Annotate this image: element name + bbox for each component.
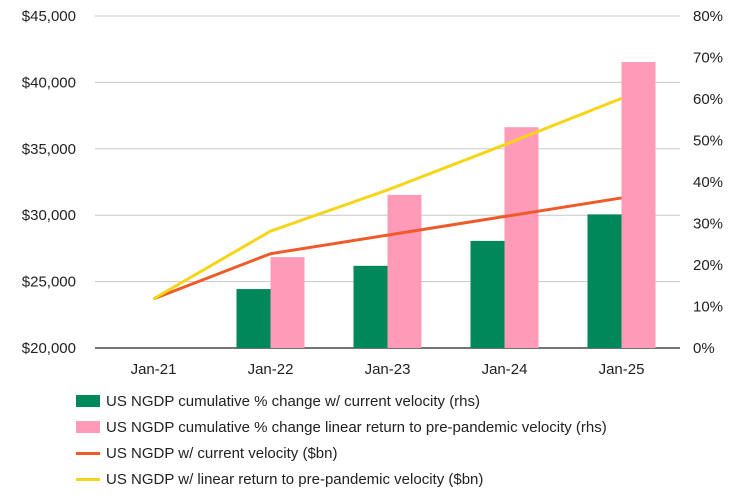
legend-label: US NGDP w/ linear return to pre-pandemic… <box>106 470 484 488</box>
legend-swatch <box>76 421 100 433</box>
bar <box>504 127 539 348</box>
right-tick-label: 20% <box>693 257 723 274</box>
left-tick-label: $40,000 <box>22 74 76 91</box>
left-tick-label: $45,000 <box>22 8 76 25</box>
bar <box>621 62 656 348</box>
legend-item: US NGDP cumulative % change linear retur… <box>76 414 607 440</box>
legend-swatch <box>76 451 100 455</box>
x-tick-label: Jan-23 <box>365 361 411 378</box>
legend-swatch <box>76 395 100 407</box>
legend-label: US NGDP w/ current velocity ($bn) <box>106 444 338 462</box>
bars <box>236 62 656 348</box>
bar <box>270 257 305 348</box>
bar <box>470 240 505 348</box>
x-axis: Jan-21 Jan-22 Jan-23 Jan-24 Jan-25 <box>131 361 645 378</box>
legend-item: US NGDP w/ current velocity ($bn) <box>76 440 607 466</box>
left-tick-label: $30,000 <box>22 207 76 224</box>
right-tick-label: 60% <box>693 91 723 108</box>
bar <box>353 265 388 348</box>
legend-item: US NGDP w/ linear return to pre-pandemic… <box>76 466 607 492</box>
series-line <box>152 96 623 301</box>
x-tick-label: Jan-25 <box>599 361 645 378</box>
right-tick-label: 40% <box>693 174 723 191</box>
x-tick-label: Jan-22 <box>248 361 294 378</box>
legend: US NGDP cumulative % change w/ current v… <box>76 388 607 492</box>
bar <box>587 214 622 348</box>
left-tick-label: $35,000 <box>22 141 76 158</box>
right-tick-label: 30% <box>693 216 723 233</box>
left-tick-label: $25,000 <box>22 274 76 291</box>
right-tick-label: 70% <box>693 50 723 67</box>
right-tick-label: 80% <box>693 8 723 25</box>
lines <box>152 96 623 301</box>
right-axis: 0% 10% 20% 30% 40% 50% 60% 70% 80% <box>693 8 723 357</box>
legend-item: US NGDP cumulative % change w/ current v… <box>76 388 607 414</box>
legend-label: US NGDP cumulative % change linear retur… <box>106 418 607 436</box>
left-axis: $20,000 $25,000 $30,000 $35,000 $40,000 $45,0… <box>22 8 76 357</box>
legend-label: US NGDP cumulative % change w/ current v… <box>106 392 481 410</box>
legend-swatch <box>76 477 100 481</box>
right-tick-label: 0% <box>693 340 715 357</box>
bar <box>236 289 271 348</box>
right-tick-label: 10% <box>693 299 723 316</box>
chart: $20,000 $25,000 $30,000 $35,000 $40,000 $45,0… <box>22 8 723 378</box>
x-tick-label: Jan-24 <box>482 361 528 378</box>
x-tick-label: Jan-21 <box>131 361 177 378</box>
series-line <box>152 196 622 301</box>
left-tick-label: $20,000 <box>22 340 76 357</box>
right-tick-label: 50% <box>693 133 723 150</box>
bar <box>387 194 422 348</box>
